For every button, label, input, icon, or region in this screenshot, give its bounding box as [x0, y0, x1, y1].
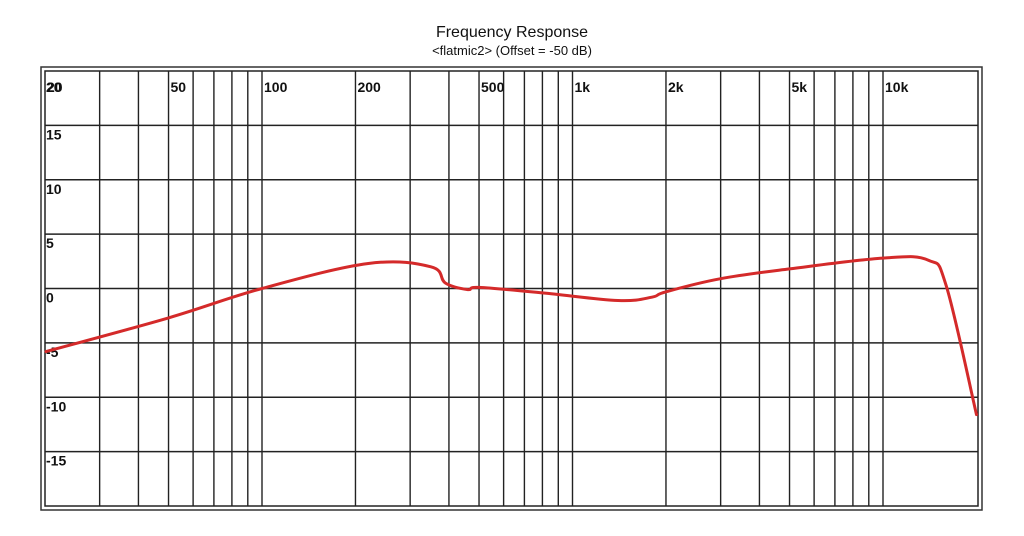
y-tick-label: 0 — [46, 290, 54, 306]
chart-subtitle: <flatmic2> (Offset = -50 dB) — [432, 43, 592, 58]
response-curve — [44, 255, 978, 417]
x-tick-label: 100 — [264, 79, 288, 95]
y-tick-label: 5 — [46, 235, 54, 251]
x-tick-label: 500 — [481, 79, 505, 95]
y-tick-label: -10 — [46, 398, 66, 414]
y-tick-label: 10 — [46, 181, 62, 197]
x-tick-label: 10k — [885, 79, 909, 95]
y-tick-label: 15 — [46, 126, 62, 142]
x-tick-label: 50 — [171, 79, 187, 95]
y-tick-label: 20 — [46, 79, 62, 95]
x-tick-label: 2k — [668, 79, 684, 95]
chart-title: Frequency Response — [435, 24, 589, 41]
x-tick-label: 20 — [47, 79, 63, 95]
x-tick-label: 200 — [357, 79, 381, 95]
x-tick-label: 1k — [575, 79, 591, 95]
x-tick-label: 5k — [792, 79, 808, 95]
x-axis-tick-labels: 20 50 100 200 500 1k 2k 5k 10k — [47, 79, 909, 95]
y-tick-label: -15 — [46, 453, 66, 469]
